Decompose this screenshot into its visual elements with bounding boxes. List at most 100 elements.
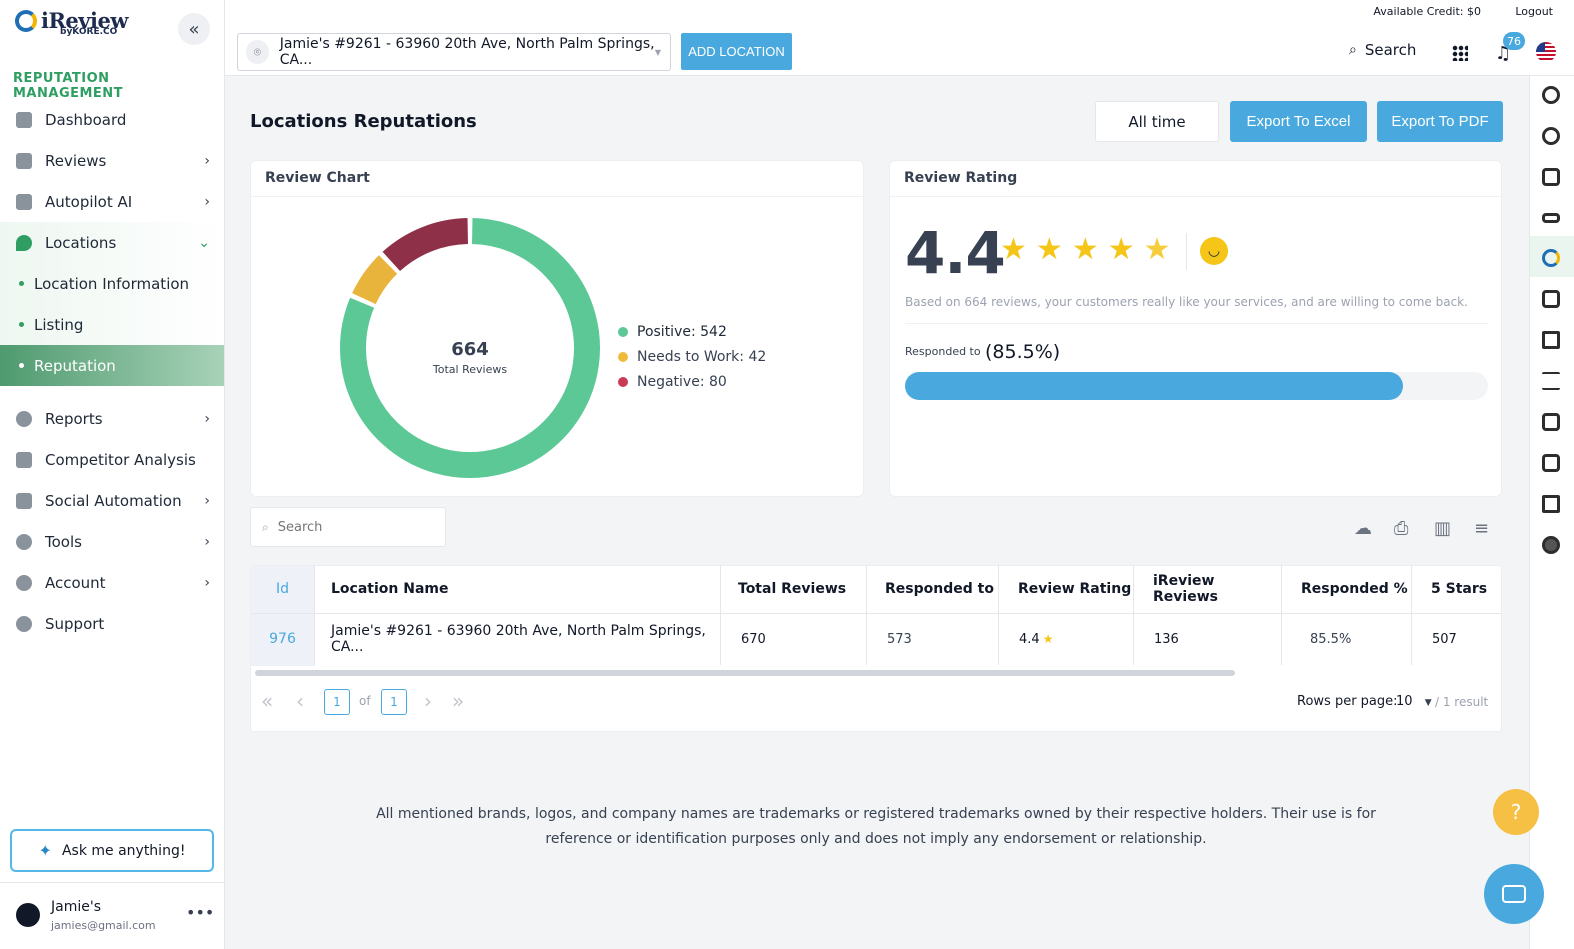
first-page-icon[interactable]: « [261, 689, 274, 713]
ask-me-anything-button[interactable]: ✦ Ask me anything! [10, 829, 214, 872]
sidebar-item-competitor-analysis[interactable]: Competitor Analysis [0, 439, 224, 480]
current-page-input[interactable]: 1 [324, 689, 350, 715]
horizontal-scrollbar[interactable] [255, 670, 1235, 676]
total-pages: 1 [381, 689, 407, 715]
legend-dot [618, 376, 628, 387]
avatar [16, 903, 40, 927]
divider [251, 196, 863, 197]
reputation-table [250, 565, 1502, 732]
rail-ireview-icon[interactable] [1542, 249, 1560, 267]
slice-needs-work[interactable] [352, 255, 398, 305]
sidebar-subitem-reputation[interactable]: Reputation [0, 345, 224, 386]
export-pdf-button[interactable]: Export To PDF [1377, 101, 1503, 142]
sidebar-item-reports[interactable]: Reports › [0, 398, 224, 439]
star-icon: ★ [1042, 632, 1054, 646]
sidebar-subitem-listing[interactable]: Listing [0, 304, 224, 345]
filter-icon[interactable]: ≡ [1474, 518, 1490, 539]
print-icon[interactable]: ⎙ [1394, 518, 1409, 539]
column-header-ireview-reviews[interactable]: iReview Reviews [1134, 565, 1282, 613]
help-circle-icon [16, 615, 32, 632]
rail-truck-icon[interactable] [1542, 413, 1560, 431]
table-search[interactable]: ⌕ [250, 507, 446, 547]
cell-id[interactable]: 976 [251, 613, 315, 665]
card-title: Review Rating [904, 170, 1018, 186]
us-flag-icon[interactable] [1536, 42, 1556, 62]
rail-stripes-icon[interactable] [1542, 454, 1560, 472]
sidebar-item-dashboard[interactable]: Dashboard [0, 99, 224, 140]
rail-lines-icon[interactable] [1542, 372, 1560, 390]
card-title: Review Chart [265, 170, 370, 186]
add-location-button[interactable]: ADD LOCATION [681, 33, 792, 70]
star-icon: ★ [1071, 232, 1099, 267]
search-icon: ⌕ [1349, 42, 1357, 58]
rail-circle-icon[interactable] [1542, 86, 1560, 104]
legend-dot [618, 351, 628, 362]
rail-layers-icon[interactable] [1542, 495, 1560, 513]
export-excel-button[interactable]: Export To Excel [1230, 101, 1367, 142]
ai-chip-icon [16, 193, 32, 210]
chat-button[interactable] [1484, 864, 1544, 924]
last-page-icon[interactable]: » [452, 689, 465, 713]
chevron-down-icon: ⌄ [198, 234, 210, 251]
user-profile[interactable]: Jamie's jamies@gmail.com ••• [0, 882, 224, 949]
columns-icon[interactable]: ▥ [1434, 518, 1452, 539]
period-select[interactable]: All time [1095, 101, 1219, 142]
prev-page-icon[interactable]: ‹ [296, 689, 304, 713]
dashboard-icon [16, 111, 32, 128]
smiley-icon: ◡ [1200, 237, 1228, 265]
sidebar-item-reviews[interactable]: Reviews › [0, 140, 224, 181]
slice-negative[interactable] [382, 218, 469, 272]
column-header-id[interactable]: Id [251, 565, 315, 613]
cell-five-stars: 507 [1432, 631, 1457, 647]
ask-label: Ask me anything! [61, 842, 186, 859]
rail-feather-icon[interactable] [1542, 290, 1560, 308]
sidebar-item-support[interactable]: Support [0, 603, 224, 644]
column-header-responded[interactable]: Responded to [867, 565, 999, 613]
chat-bubble-icon [1502, 885, 1526, 903]
brand-logo[interactable]: iReview [15, 8, 128, 33]
brand-byline: byKORE.CO [60, 27, 118, 37]
rail-globe-icon[interactable] [1542, 536, 1560, 554]
chevron-right-icon: › [204, 492, 210, 509]
rail-target-icon[interactable] [1542, 127, 1560, 145]
column-header-responded-pct[interactable]: Responded % [1282, 565, 1412, 613]
map-pin-icon: ⌾ [246, 40, 269, 64]
collapse-sidebar-button[interactable]: « [178, 13, 210, 45]
sidebar-item-label: Autopilot AI [45, 192, 133, 211]
location-select[interactable]: ⌾ Jamie's #9261 - 63960 20th Ave, North … [237, 33, 671, 71]
sidebar-item-autopilot[interactable]: Autopilot AI › [0, 181, 224, 222]
bar-chart-icon [16, 451, 32, 468]
rating-score: 4.4 [905, 219, 1006, 287]
rail-bars-icon[interactable] [1542, 331, 1560, 349]
responded-label: Responded to [905, 345, 981, 358]
responded-progress-fill [905, 372, 1404, 400]
rows-per-page-select[interactable]: 10 ▼ [1396, 694, 1432, 709]
sidebar-item-locations[interactable]: Locations ⌄ [0, 222, 224, 263]
column-header-review-rating[interactable]: Review Rating [999, 565, 1134, 613]
user-circle-icon [16, 574, 32, 591]
column-header-location[interactable]: Location Name [315, 565, 721, 613]
sidebar-subitem-location-information[interactable]: Location Information [0, 263, 224, 304]
sidebar-item-social-automation[interactable]: Social Automation › [0, 480, 224, 521]
sidebar-item-label: Account [45, 573, 106, 592]
sidebar-item-label: Locations [45, 233, 117, 252]
slice-positive[interactable] [340, 218, 600, 478]
download-icon[interactable]: ☁ [1354, 518, 1372, 539]
apps-grid-icon[interactable] [1452, 45, 1468, 61]
logout-link[interactable]: Logout [1515, 5, 1553, 18]
rail-link-icon[interactable] [1542, 213, 1560, 223]
column-header-total-reviews[interactable]: Total Reviews [721, 565, 867, 613]
next-page-icon[interactable]: › [424, 689, 432, 713]
legend-label: Needs to Work: 42 [637, 348, 767, 365]
rail-d-icon[interactable] [1542, 168, 1560, 186]
search-button[interactable]: ⌕ Search [1349, 41, 1416, 59]
more-options-icon[interactable]: ••• [186, 903, 215, 922]
help-button[interactable]: ? [1493, 789, 1539, 835]
sidebar-item-tools[interactable]: Tools › [0, 521, 224, 562]
sidebar-item-account[interactable]: Account › [0, 562, 224, 603]
column-header-five-stars[interactable]: 5 Stars [1431, 581, 1488, 597]
footer-disclaimer-line-2: reference or identification purposes onl… [545, 831, 1207, 847]
table-search-input[interactable] [277, 519, 418, 535]
footer-disclaimer-line-1: All mentioned brands, logos, and company… [376, 806, 1376, 822]
rows-per-page-value: 10 [1396, 694, 1413, 709]
